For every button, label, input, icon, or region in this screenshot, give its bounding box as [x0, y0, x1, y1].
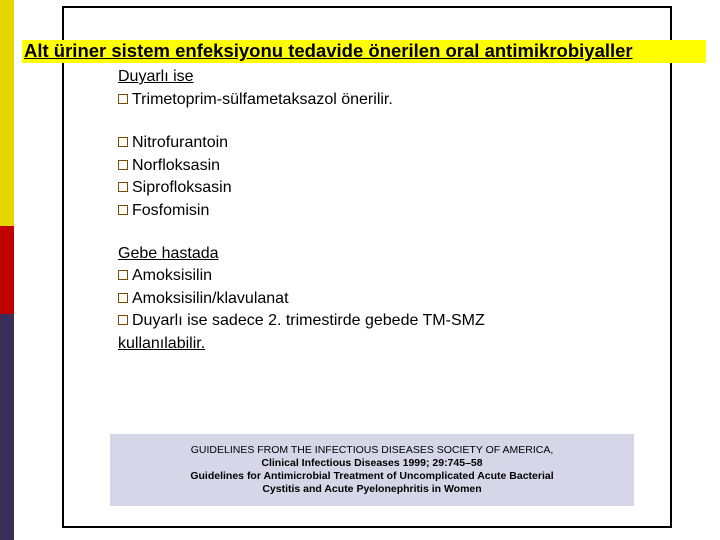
sidebar-accent-violet: [0, 314, 14, 540]
section3-item3: Duyarlı ise sadece 2. trimestirde gebede…: [118, 310, 678, 332]
spacer: [118, 111, 678, 131]
body-text: Duyarlı ise Trimetoprim-sülfametaksazol …: [118, 66, 678, 355]
section2-item1: Nitrofurantoin: [118, 132, 678, 154]
section2-item3: Siprofloksasin: [118, 177, 678, 199]
section2-item2: Norfloksasin: [118, 155, 678, 177]
slide: Alt üriner sistem enfeksiyonu tedavide ö…: [0, 0, 720, 540]
sidebar-accent-yellow: [0, 0, 14, 226]
bullet-text: Fosfomisin: [132, 200, 209, 222]
square-bullet-icon: [118, 315, 128, 325]
reference-box: GUIDELINES FROM THE INFECTIOUS DISEASES …: [110, 434, 634, 506]
section1-heading: Duyarlı ise: [118, 66, 678, 88]
square-bullet-icon: [118, 137, 128, 147]
section1-item1: Trimetoprim-sülfametaksazol önerilir.: [118, 89, 678, 111]
square-bullet-icon: [118, 94, 128, 104]
note-text: kullanılabilir.: [118, 335, 205, 352]
section3-heading: Gebe hastada: [118, 243, 678, 265]
bullet-text: Nitrofurantoin: [132, 132, 228, 154]
ref-line-1: GUIDELINES FROM THE INFECTIOUS DISEASES …: [191, 444, 554, 457]
square-bullet-icon: [118, 182, 128, 192]
section3-item1: Amoksisilin: [118, 265, 678, 287]
bullet-text: Amoksisilin: [132, 265, 212, 287]
bullet-text: Duyarlı ise sadece 2. trimestirde gebede…: [132, 310, 485, 332]
bullet-text: Siprofloksasin: [132, 177, 232, 199]
square-bullet-icon: [118, 205, 128, 215]
square-bullet-icon: [118, 160, 128, 170]
sidebar-accent: [0, 0, 14, 540]
sidebar-accent-red: [0, 226, 14, 314]
ref-line-4: Cystitis and Acute Pyelonephritis in Wom…: [262, 483, 481, 496]
ref-line-3: Guidelines for Antimicrobial Treatment o…: [190, 470, 553, 483]
section3-note: kullanılabilir.: [118, 333, 678, 355]
spacer: [118, 223, 678, 243]
ref-line-2: Clinical Infectious Diseases 1999; 29:74…: [261, 457, 482, 470]
square-bullet-icon: [118, 270, 128, 280]
slide-title: Alt üriner sistem enfeksiyonu tedavide ö…: [22, 40, 706, 63]
bullet-text: Norfloksasin: [132, 155, 220, 177]
bullet-text: Trimetoprim-sülfametaksazol önerilir.: [132, 89, 393, 111]
section2-item4: Fosfomisin: [118, 200, 678, 222]
section3-item2: Amoksisilin/klavulanat: [118, 288, 678, 310]
bullet-text: Amoksisilin/klavulanat: [132, 288, 289, 310]
square-bullet-icon: [118, 293, 128, 303]
